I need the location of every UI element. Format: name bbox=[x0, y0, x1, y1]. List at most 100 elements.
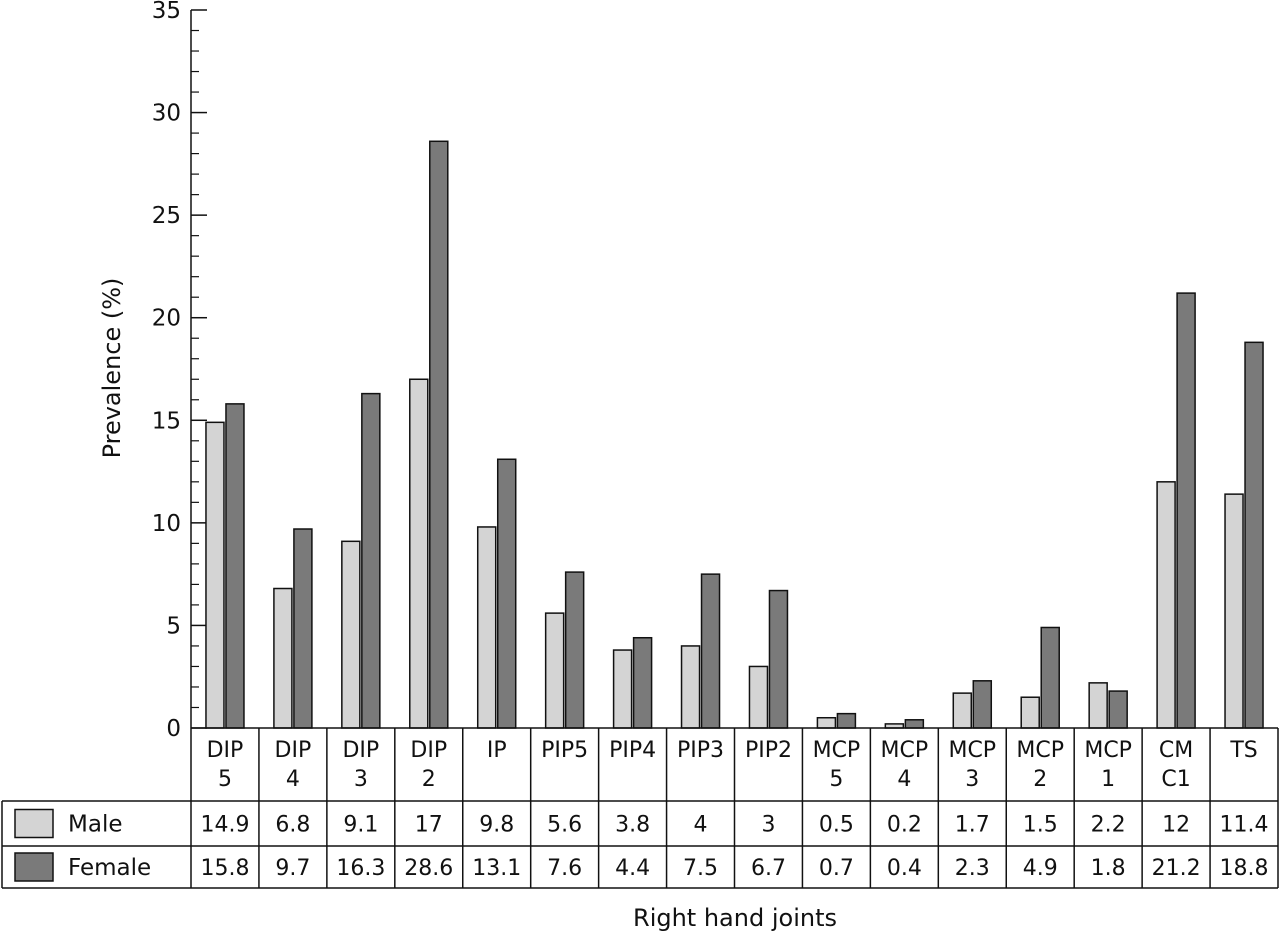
x-tick-label: 1 bbox=[1101, 767, 1115, 792]
table-cell: 4 bbox=[694, 813, 708, 838]
female-bar bbox=[904, 719, 925, 729]
table-cell: 3 bbox=[761, 813, 775, 838]
x-tick-label: 2 bbox=[1033, 767, 1047, 792]
y-axis-label: Prevalence (%) bbox=[98, 278, 126, 459]
male-bar bbox=[952, 692, 973, 729]
female-bar bbox=[768, 589, 789, 729]
y-tick-label: 30 bbox=[152, 101, 181, 127]
male-bar bbox=[1156, 481, 1176, 729]
table-cell: 1.7 bbox=[955, 813, 990, 838]
legend-label: Male bbox=[68, 812, 122, 838]
male-bar bbox=[476, 526, 497, 729]
x-tick-label: IP bbox=[487, 738, 507, 763]
table-cell: 21.2 bbox=[1152, 856, 1201, 881]
table-cell: 1.8 bbox=[1091, 856, 1126, 881]
table-cell: 15.8 bbox=[200, 856, 249, 881]
x-tick-label: MCP bbox=[948, 738, 996, 763]
table-cell: 0.4 bbox=[887, 856, 922, 881]
female-bar bbox=[1108, 690, 1128, 729]
female-bar bbox=[225, 403, 245, 729]
table-cell: 11.4 bbox=[1220, 813, 1269, 838]
x-tick-label: TS bbox=[1229, 738, 1257, 763]
x-tick-label: MCP bbox=[1084, 738, 1132, 763]
table-cell: 2.2 bbox=[1091, 813, 1126, 838]
table-cell: 13.1 bbox=[472, 856, 521, 881]
x-tick-label: 4 bbox=[897, 767, 911, 792]
y-axis: 0 5 10 15 20 25 30 35 bbox=[152, 0, 207, 742]
female-bar bbox=[361, 392, 381, 729]
table-cell: 18.8 bbox=[1220, 856, 1269, 881]
x-tick-label: C1 bbox=[1161, 767, 1190, 792]
female-bar bbox=[1176, 292, 1196, 729]
female-bar bbox=[564, 571, 585, 729]
female-bar bbox=[1040, 626, 1060, 729]
legend-swatch bbox=[14, 808, 54, 839]
x-tick-label: PIP3 bbox=[677, 738, 724, 763]
x-tick-label: MCP bbox=[881, 738, 929, 763]
male-bar bbox=[1020, 696, 1040, 729]
x-tick-label: DIP bbox=[275, 738, 312, 763]
table-cell: 0.2 bbox=[887, 813, 922, 838]
y-tick-label: 25 bbox=[152, 203, 181, 229]
x-tick-label: 5 bbox=[829, 767, 843, 792]
table-cell: 7.5 bbox=[683, 856, 718, 881]
x-tick-label: DIP bbox=[207, 738, 244, 763]
table-cell: 4.9 bbox=[1023, 856, 1058, 881]
table-cell: 6.8 bbox=[275, 813, 310, 838]
male-bar bbox=[273, 587, 293, 729]
x-tick-label: PIP2 bbox=[745, 738, 792, 763]
male-bar bbox=[205, 421, 225, 729]
y-tick-label: 0 bbox=[166, 716, 181, 742]
table-cell: 6.7 bbox=[751, 856, 786, 881]
table-cell: 12 bbox=[1162, 813, 1190, 838]
x-tick-label: 4 bbox=[286, 767, 300, 792]
male-bar bbox=[816, 716, 837, 729]
table-cell: 28.6 bbox=[404, 856, 453, 881]
table-cell: 1.5 bbox=[1023, 813, 1058, 838]
table-cell: 14.9 bbox=[200, 813, 249, 838]
table-cell: 4.4 bbox=[615, 856, 650, 881]
table-cell: 9.7 bbox=[275, 856, 310, 881]
table-cell: 5.6 bbox=[547, 813, 582, 838]
x-tick-label: PIP4 bbox=[609, 738, 656, 763]
female-bar bbox=[700, 573, 721, 729]
x-tick-label: 2 bbox=[422, 767, 436, 792]
female-bar bbox=[429, 140, 449, 729]
female-bar bbox=[1244, 341, 1264, 729]
y-tick-label: 10 bbox=[152, 511, 181, 537]
y-tick-label: 5 bbox=[166, 613, 181, 639]
x-tick-label: PIP5 bbox=[541, 738, 588, 763]
x-tick-label: 3 bbox=[965, 767, 979, 792]
x-tick-label: MCP bbox=[1016, 738, 1064, 763]
female-bar bbox=[836, 712, 857, 729]
male-bar bbox=[544, 612, 565, 729]
y-tick-label: 20 bbox=[152, 306, 181, 332]
female-bar bbox=[293, 528, 313, 729]
male-bar bbox=[341, 540, 361, 729]
table-cell: 2.3 bbox=[955, 856, 990, 881]
y-tick-label: 15 bbox=[152, 408, 181, 434]
table-cell: 7.6 bbox=[547, 856, 582, 881]
female-bar bbox=[496, 458, 517, 729]
female-bar bbox=[972, 680, 993, 729]
table-cell: 9.8 bbox=[479, 813, 514, 838]
male-bar bbox=[1224, 493, 1244, 729]
x-tick-label: 3 bbox=[354, 767, 368, 792]
legend-swatch bbox=[14, 852, 54, 882]
table-cell: 3.8 bbox=[615, 813, 650, 838]
x-axis-label: Right hand joints bbox=[633, 904, 837, 932]
male-bar bbox=[680, 645, 701, 729]
table-cell: 9.1 bbox=[343, 813, 378, 838]
table-cell: 0.7 bbox=[819, 856, 854, 881]
x-tick-label: 5 bbox=[218, 767, 232, 792]
x-tick-label: CM bbox=[1159, 738, 1193, 763]
male-bar bbox=[409, 378, 429, 729]
male-bar bbox=[1088, 682, 1108, 729]
table-cell: 17 bbox=[415, 813, 443, 838]
data-table: DIP 5 DIP 4 DIP 3 DIP 2 IP PIP5 PIP4 PIP3 PIP2 MCP 5 MC… bbox=[1, 727, 1279, 889]
bars-group bbox=[205, 140, 1264, 729]
y-tick-label: 35 bbox=[152, 0, 181, 24]
table-cell: 16.3 bbox=[336, 856, 385, 881]
male-bar bbox=[612, 649, 633, 729]
